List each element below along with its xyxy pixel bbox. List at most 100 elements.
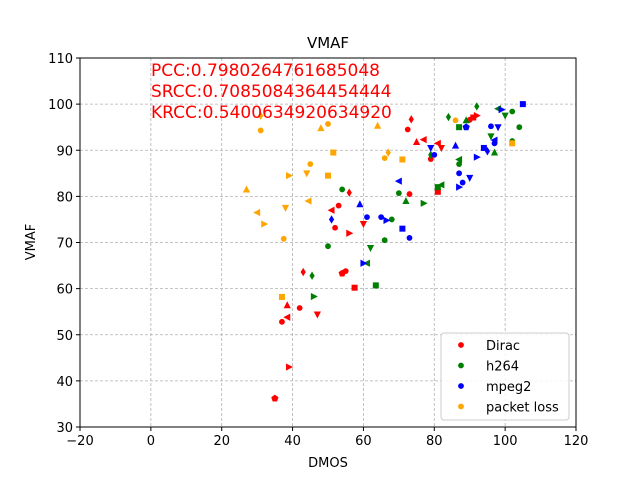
data-point xyxy=(286,172,294,180)
data-point xyxy=(307,161,314,167)
data-point xyxy=(484,146,491,156)
x-tick-label: 60 xyxy=(355,434,372,449)
data-point xyxy=(242,185,251,193)
series-Dirac xyxy=(271,112,481,402)
data-point xyxy=(501,112,509,120)
y-tick-label: 40 xyxy=(56,375,73,390)
data-point xyxy=(462,116,470,124)
legend-label: Dirac xyxy=(486,339,520,354)
data-point xyxy=(488,123,494,130)
data-point xyxy=(456,170,462,177)
data-point xyxy=(491,140,498,147)
data-point xyxy=(366,245,375,253)
y-tick-label: 30 xyxy=(56,421,73,436)
data-point xyxy=(351,284,358,291)
data-point xyxy=(359,221,368,229)
data-point xyxy=(509,108,516,115)
data-point xyxy=(372,282,379,289)
data-point xyxy=(381,155,388,161)
data-point xyxy=(325,121,331,127)
data-point xyxy=(434,188,441,195)
krcc-annotation: KRCC:0.5400634920634920 xyxy=(151,103,392,123)
x-tick-label: −20 xyxy=(66,434,93,449)
data-point xyxy=(330,149,337,156)
legend-box xyxy=(440,332,570,421)
data-point xyxy=(509,140,516,147)
data-point xyxy=(310,292,318,301)
y-tick-label: 60 xyxy=(56,283,73,298)
x-tick-label: 20 xyxy=(213,434,230,449)
data-point xyxy=(325,172,331,179)
data-point xyxy=(253,208,261,217)
data-point xyxy=(342,268,349,274)
data-point xyxy=(309,271,315,280)
data-point xyxy=(395,190,402,197)
data-point xyxy=(437,181,445,189)
data-point xyxy=(490,148,499,156)
data-point xyxy=(452,117,459,124)
data-point xyxy=(456,124,463,131)
data-point xyxy=(281,204,290,212)
data-point xyxy=(271,394,279,402)
data-point xyxy=(408,115,414,124)
data-point xyxy=(283,301,291,309)
data-point xyxy=(258,111,264,120)
data-point xyxy=(473,112,481,120)
data-point xyxy=(335,202,342,209)
data-point xyxy=(434,184,441,191)
y-tick-label: 90 xyxy=(56,144,73,159)
data-point xyxy=(516,124,523,131)
y-tick-label: 110 xyxy=(48,52,73,67)
data-point xyxy=(394,177,402,185)
data-points xyxy=(242,101,526,402)
data-point xyxy=(279,318,285,325)
data-point xyxy=(427,144,435,152)
legend-marker xyxy=(458,383,464,389)
data-point xyxy=(519,101,526,108)
data-point xyxy=(487,133,495,141)
data-point xyxy=(406,234,413,241)
data-point xyxy=(383,216,391,224)
data-point xyxy=(494,124,502,132)
data-point xyxy=(455,155,463,164)
pcc-annotation: PCC:0.7980264761685048 xyxy=(151,61,380,81)
data-point xyxy=(437,144,445,152)
data-point xyxy=(296,305,303,311)
data-point xyxy=(412,137,421,145)
data-point xyxy=(399,225,406,232)
y-axis-label: VMAF xyxy=(24,224,39,260)
legend-marker xyxy=(458,403,464,410)
x-tick-label: 0 xyxy=(147,434,155,449)
y-tick-label: 70 xyxy=(56,237,73,252)
data-point xyxy=(462,123,470,131)
data-point xyxy=(317,124,325,132)
data-point xyxy=(283,313,291,321)
data-point xyxy=(456,161,462,167)
x-axis-label: DMOS xyxy=(308,456,348,471)
srcc-annotation: SRCC:0.7085084364454444 xyxy=(151,82,392,102)
legend: Dirac h264 mpeg2 packet loss xyxy=(440,332,570,421)
data-point xyxy=(473,153,481,161)
data-point xyxy=(399,156,406,163)
data-point xyxy=(378,214,385,221)
legend-marker xyxy=(458,342,464,348)
y-tick-label: 80 xyxy=(56,190,73,205)
data-point xyxy=(374,121,382,129)
data-point xyxy=(402,196,410,204)
data-point xyxy=(459,179,466,186)
data-point xyxy=(404,126,411,133)
data-point xyxy=(278,293,285,300)
data-point xyxy=(419,136,427,144)
data-point xyxy=(381,237,388,244)
x-axis-ticks: −20 0 20 40 60 80 100 120 xyxy=(66,427,588,449)
x-tick-label: 100 xyxy=(493,434,518,449)
data-point xyxy=(431,151,438,158)
series-h264 xyxy=(309,102,523,301)
data-point xyxy=(466,174,474,182)
series-packet-loss xyxy=(242,111,516,300)
y-axis-ticks: 30 40 50 60 70 80 90 100 110 xyxy=(48,52,80,436)
data-point xyxy=(328,215,335,224)
data-point xyxy=(346,229,354,237)
data-point xyxy=(332,224,338,231)
